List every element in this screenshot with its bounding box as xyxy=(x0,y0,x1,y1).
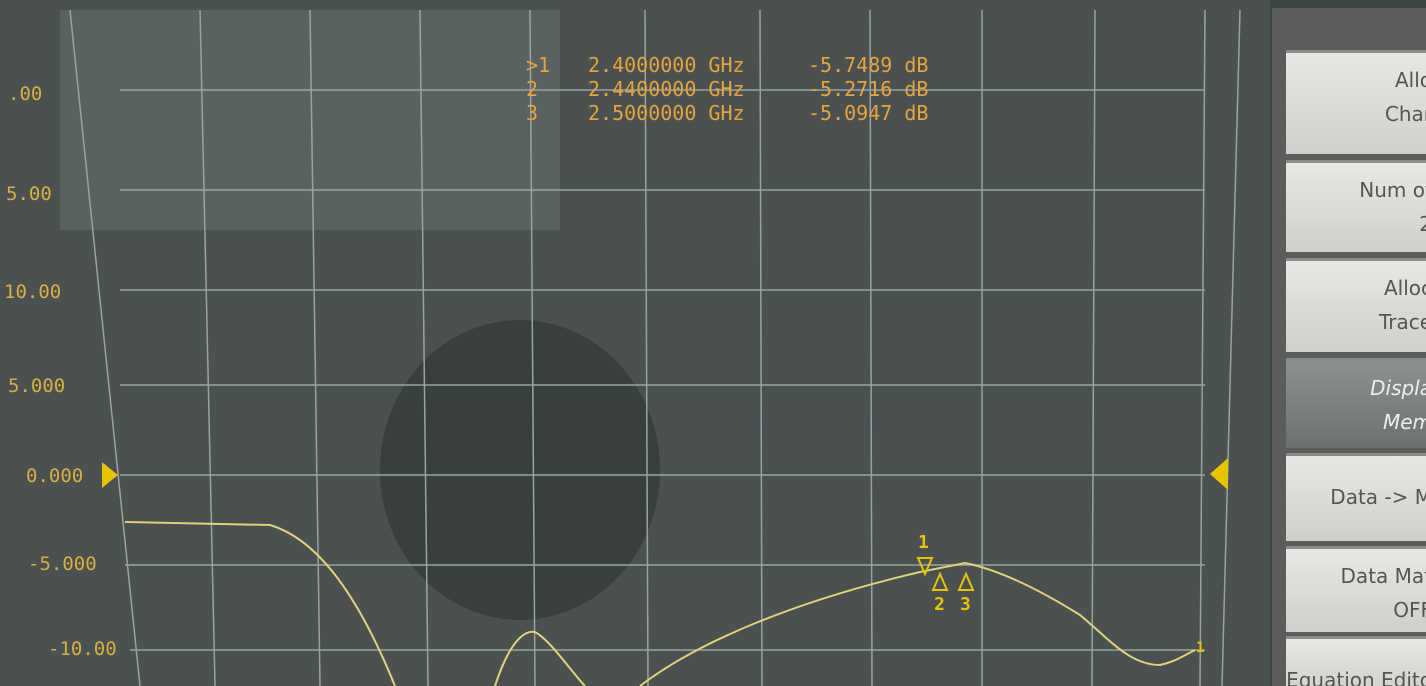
marker-flags: 1 2 3 1 xyxy=(918,532,1204,656)
softkey[interactable]: Allo Char xyxy=(1286,50,1426,154)
softkey-label: Data Mat xyxy=(1340,564,1426,588)
softkey[interactable]: Alloc Trace xyxy=(1286,258,1426,352)
scale-label: 5.000 xyxy=(8,375,65,397)
reference-marker xyxy=(102,462,118,488)
marker-flag: 3 xyxy=(960,594,971,615)
softkey-label: Allo xyxy=(1394,68,1426,92)
marker-value: -5.0947 dB xyxy=(808,101,928,125)
marker-symbols xyxy=(916,557,975,591)
softkey-label: Displa xyxy=(1370,376,1426,400)
scale-label: -5.000 xyxy=(28,553,97,575)
softkey[interactable]: Equation Edito xyxy=(1286,636,1426,686)
softkey-label: OFF xyxy=(1393,598,1426,622)
scale-label: 0.000 xyxy=(26,465,83,487)
softkey-label: Trace xyxy=(1378,310,1426,334)
scale-labels: .00 5.00 10.00 5.000 0.000 -5.000 -10.00 xyxy=(4,83,117,660)
trace-label: 1 xyxy=(1196,640,1204,656)
reflection xyxy=(380,320,660,620)
marker-flag: 1 xyxy=(918,532,929,553)
marker-readout: >1 2.4000000 GHz -5.7489 dB 2 2.4400000 GHz -… xyxy=(526,53,928,125)
marker-id: >1 xyxy=(526,53,550,77)
softkey-label: Data -> M xyxy=(1330,485,1426,509)
marker-frequency: 2.4400000 GHz xyxy=(588,77,745,101)
softkey[interactable]: Data -> M xyxy=(1286,453,1426,541)
scale-label: .00 xyxy=(8,83,42,105)
scale-label: 5.00 xyxy=(6,183,52,205)
softkey-label: Char xyxy=(1384,102,1426,126)
softkey-label: Mem xyxy=(1382,410,1426,434)
marker-value: -5.7489 dB xyxy=(808,53,928,77)
reference-marker xyxy=(1210,458,1228,490)
scale-label: -10.00 xyxy=(48,638,117,660)
marker-flag: 2 xyxy=(934,594,945,615)
marker-frequency: 2.5000000 GHz xyxy=(588,101,745,125)
softkey-label: 2 xyxy=(1286,207,1426,241)
scale-label: 10.00 xyxy=(4,281,61,303)
softkey-label: Equation Edito xyxy=(1286,668,1426,686)
marker-id: 3 xyxy=(526,101,538,125)
grid xyxy=(69,9,1241,686)
marker-frequency: 2.4000000 GHz xyxy=(588,53,745,77)
trace xyxy=(124,521,1196,686)
marker-value: -5.2716 dB xyxy=(808,77,928,101)
softkey-label: Num of xyxy=(1359,178,1426,202)
marker-id: 2 xyxy=(526,77,538,101)
display: .00 5.00 10.00 5.000 0.000 -5.000 -10.00 >1 2.4… xyxy=(0,0,1270,686)
softkey[interactable]: Data Mat OFF xyxy=(1286,546,1426,632)
softkey[interactable]: Num of 2 xyxy=(1286,160,1426,252)
softkey-panel: Allo Char Num of 2 Alloc Trace Displa Mem Data -… xyxy=(1272,8,1426,686)
softkey[interactable]: Displa Mem xyxy=(1286,358,1426,448)
softkey-label: Alloc xyxy=(1383,276,1426,300)
